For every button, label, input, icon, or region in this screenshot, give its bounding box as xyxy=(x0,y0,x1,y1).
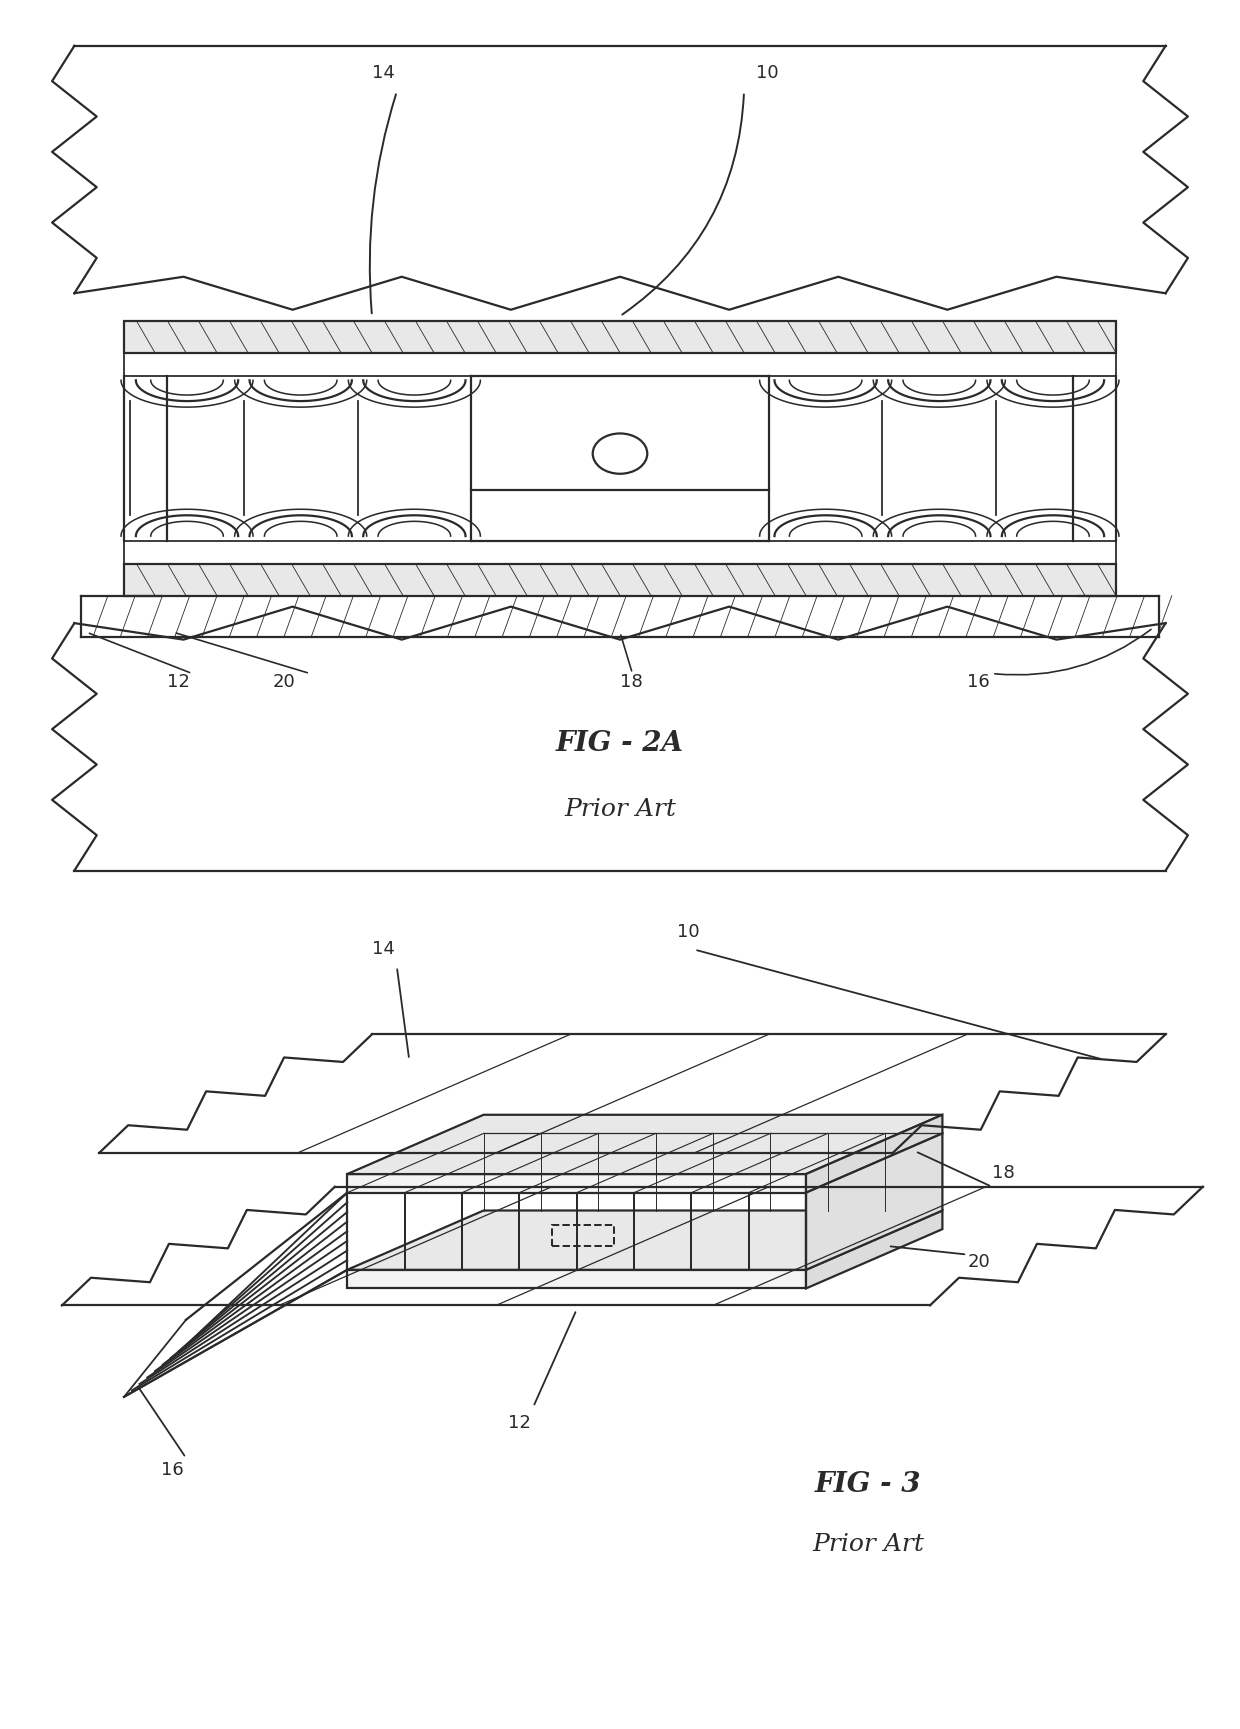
Text: 14: 14 xyxy=(372,64,394,83)
Polygon shape xyxy=(806,1134,942,1269)
Text: 14: 14 xyxy=(372,941,394,958)
Text: Prior Art: Prior Art xyxy=(564,797,676,821)
Bar xyxy=(124,322,1116,353)
Text: 18: 18 xyxy=(620,673,642,692)
Text: 10: 10 xyxy=(677,923,699,941)
Text: 20: 20 xyxy=(273,673,295,692)
Polygon shape xyxy=(806,1115,942,1193)
Text: 16: 16 xyxy=(967,673,990,692)
Text: 18: 18 xyxy=(992,1164,1014,1183)
Bar xyxy=(347,1269,806,1288)
Bar xyxy=(124,541,1116,564)
Bar xyxy=(347,1174,806,1193)
Polygon shape xyxy=(806,1210,942,1288)
Text: 12: 12 xyxy=(508,1414,531,1432)
Text: 16: 16 xyxy=(161,1461,184,1478)
Text: 12: 12 xyxy=(167,673,190,692)
Bar xyxy=(124,564,1116,595)
Bar xyxy=(552,1226,614,1245)
Text: FIG - 2A: FIG - 2A xyxy=(556,730,684,757)
Bar xyxy=(124,353,1116,375)
Polygon shape xyxy=(347,1210,942,1269)
Text: 20: 20 xyxy=(967,1254,990,1271)
Text: Prior Art: Prior Art xyxy=(812,1534,924,1556)
Text: FIG - 3: FIG - 3 xyxy=(815,1471,921,1497)
Polygon shape xyxy=(347,1115,942,1174)
Text: 10: 10 xyxy=(756,64,779,83)
